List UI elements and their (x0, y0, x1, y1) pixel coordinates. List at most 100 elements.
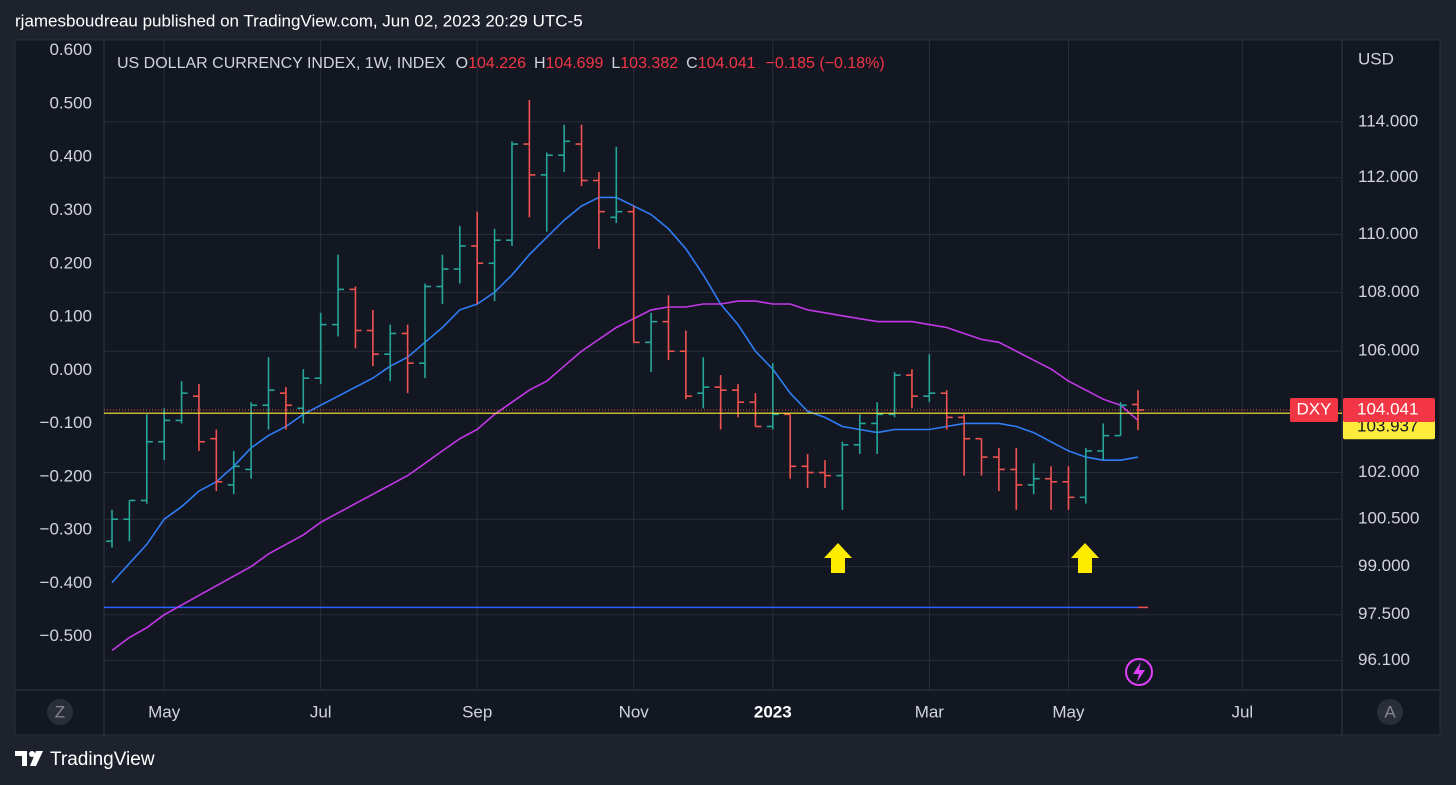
y2-tick-label: 106.000 (1358, 341, 1419, 360)
ohlc-bar (523, 99, 536, 218)
alert-icon-bolt[interactable] (1133, 662, 1145, 682)
alert-icon[interactable] (1125, 658, 1153, 686)
ohlc-bar (366, 309, 379, 367)
ohlc-bar (419, 283, 432, 379)
x-tick-label: May (148, 702, 181, 721)
symbol-label-box (1290, 398, 1338, 423)
button-label[interactable]: A (1384, 702, 1396, 721)
ohlc-bar (732, 384, 745, 418)
legend-item: O (456, 55, 468, 72)
ohlc-bar (158, 408, 171, 461)
symbol-label: DXY (1297, 400, 1332, 419)
x-tick-label: Nov (619, 702, 650, 721)
legend-item: 104.699 (546, 55, 604, 72)
ohlc-bar (1114, 402, 1127, 437)
ohlc-bar (958, 414, 971, 476)
ohlc-bar (627, 205, 640, 344)
ohlc-bar (123, 499, 136, 542)
chart-legend: US DOLLAR CURRENCY INDEX, 1W, INDEX O 104.… (117, 55, 885, 72)
legend-item: US DOLLAR CURRENCY INDEX, 1W, INDEX (117, 55, 446, 72)
ohlc-bar (679, 330, 692, 400)
y2-tick-label: 114.000 (1358, 111, 1418, 130)
x-tick-label: May (1052, 702, 1085, 721)
arrow-annotation (1071, 543, 1099, 573)
y-tick-label: 0.100 (49, 307, 92, 326)
y2-tick-label: 100.500 (1358, 509, 1419, 528)
footer-brand: TradingView (50, 749, 155, 770)
ohlc-bar (262, 357, 275, 430)
logo-mark (29, 751, 35, 757)
ohlc-bar (818, 460, 831, 488)
legend-item: 104.041 (698, 55, 756, 72)
ohlc-bar (314, 312, 327, 385)
ohlc-bar (540, 152, 553, 232)
legend-item: 103.382 (620, 55, 678, 72)
ohlc-bar (384, 324, 397, 382)
y2-tick-label: 110.000 (1358, 224, 1418, 243)
legend-item: H (534, 55, 546, 72)
ohlc-bar (1079, 447, 1092, 504)
x-tick-label: Jul (310, 702, 332, 721)
ohlc-bar (940, 390, 953, 430)
y-tick-label: −0.100 (40, 413, 92, 432)
ohlc-bar (558, 124, 571, 173)
ohlc-bar (888, 372, 901, 418)
ohlc-bar (592, 172, 605, 249)
y2-tick-label: 96.100 (1358, 650, 1410, 669)
y-tick-label: −0.400 (40, 573, 92, 592)
moving-average-line (111, 196, 1139, 584)
ohlc-bar (853, 414, 866, 455)
y-tick-label: 0.300 (49, 200, 92, 219)
button[interactable] (47, 699, 73, 725)
ohlc-bar (645, 312, 658, 373)
legend-item: −0.185 (−0.18%) (766, 55, 885, 72)
ohlc-bar (210, 429, 223, 492)
button-label[interactable]: Z (55, 702, 65, 721)
x-tick-label: 2023 (754, 702, 792, 721)
arrow-annotation (824, 543, 852, 573)
ohlc-bar (227, 450, 240, 495)
ohlc-bar (175, 381, 188, 424)
ohlc-bar (784, 413, 797, 479)
moving-average-line (111, 300, 1139, 652)
y2-tick-label: 102.000 (1358, 462, 1419, 481)
y-tick-label: 0.000 (49, 360, 92, 379)
y-tick-label: 0.400 (49, 147, 92, 166)
ohlc-bar (662, 295, 675, 361)
y2-tick-label: 108.000 (1358, 282, 1419, 301)
ohlc-bar (471, 211, 484, 305)
ohlc-bar (923, 354, 936, 403)
ohlc-bar (297, 369, 310, 424)
ohlc-bar (1097, 423, 1110, 461)
y-tick-label: −0.200 (40, 466, 92, 485)
button[interactable] (1377, 699, 1403, 725)
ohlc-bar (836, 441, 849, 510)
ohlc-bar (1062, 466, 1075, 510)
x-tick-label: Mar (915, 702, 945, 721)
y2-tick-label: 99.000 (1358, 556, 1410, 575)
ohlc-bar (610, 146, 623, 224)
ohlc-bar (505, 141, 518, 246)
ohlc-bar (1027, 463, 1040, 495)
ohlc-bar (714, 375, 727, 430)
y-tick-label: −0.300 (40, 520, 92, 539)
ohlc-bar (575, 124, 588, 187)
last-price-label: 104.041 (1357, 400, 1418, 419)
ohlc-bar (245, 402, 258, 479)
y-tick-label: 0.200 (49, 253, 92, 272)
ohlc-bar (279, 387, 292, 430)
ohlc-bar (801, 454, 814, 488)
y2-tick-label: 112.000 (1358, 167, 1418, 186)
alert-icon-circle[interactable] (1125, 658, 1153, 686)
publisher-header: rjamesboudreau published on TradingView.… (15, 11, 583, 30)
x-tick-label: Jul (1231, 702, 1253, 721)
last-price-box (1343, 398, 1435, 423)
ohlc-bar (140, 414, 153, 504)
ohlc-bar (766, 363, 779, 430)
legend-item: C (686, 55, 698, 72)
y-tick-label: 0.600 (49, 40, 92, 59)
ohlc-bar (401, 324, 414, 394)
ohlc-bar (332, 254, 345, 337)
